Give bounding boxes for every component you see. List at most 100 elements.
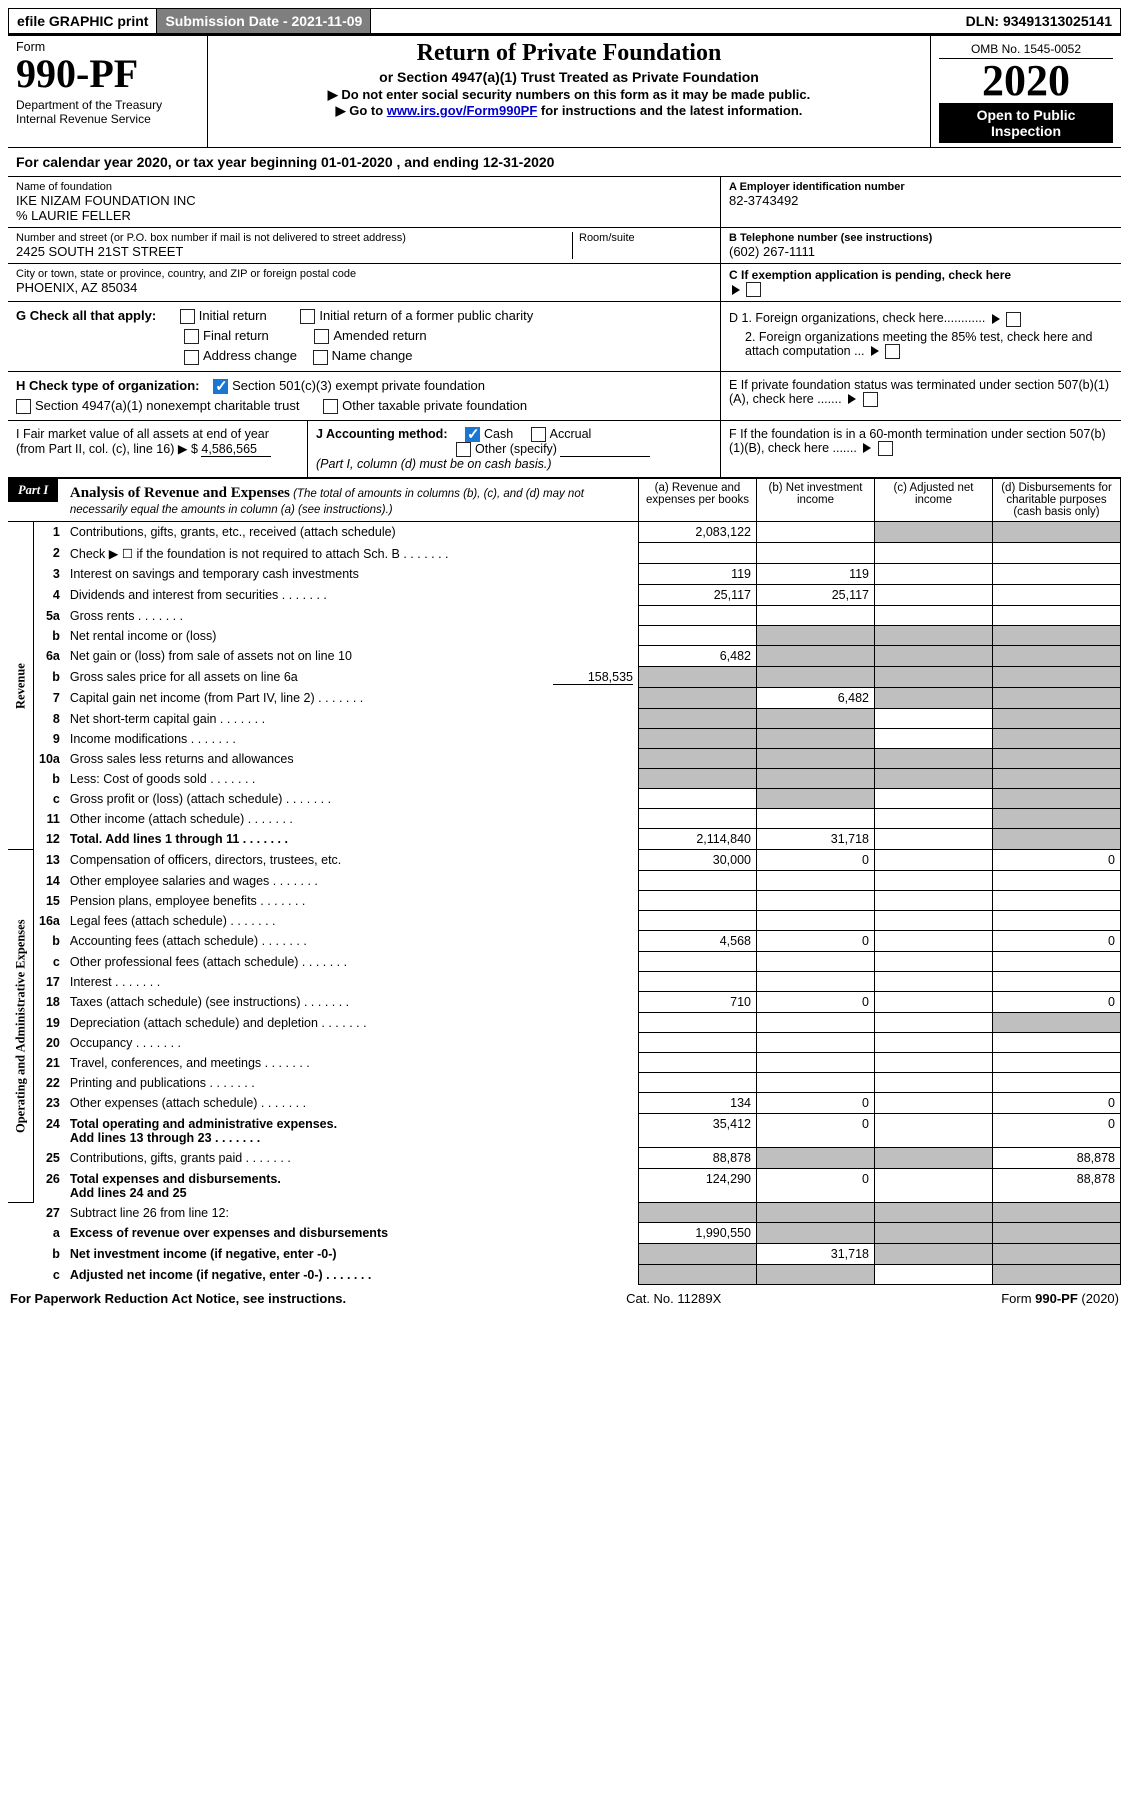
g-address: Address change [203, 348, 297, 363]
j-other: Other (specify) [475, 442, 557, 456]
side-label: Revenue [8, 522, 34, 850]
table-row: 5aGross rents . . . . . . . [8, 606, 1121, 626]
table-row: 11Other income (attach schedule) . . . .… [8, 809, 1121, 829]
d1-checkbox[interactable] [1006, 312, 1021, 327]
g-namechg: Name change [332, 348, 413, 363]
goto-post: for instructions and the latest informat… [537, 103, 802, 118]
ein-label: A Employer identification number [729, 181, 1113, 193]
j-cash: Cash [484, 427, 513, 441]
table-row: 6aNet gain or (loss) from sale of assets… [8, 646, 1121, 667]
foundation-name: IKE NIZAM FOUNDATION INC % LAURIE FELLER [16, 193, 712, 223]
table-row: 18Taxes (attach schedule) (see instructi… [8, 992, 1121, 1013]
warning-line: ▶ Do not enter social security numbers o… [216, 87, 922, 103]
j-accrual-cb[interactable] [531, 427, 546, 442]
table-row: 20Occupancy . . . . . . . [8, 1033, 1121, 1053]
g-block: G Check all that apply: Initial return I… [8, 302, 721, 370]
table-row: 19Depreciation (attach schedule) and dep… [8, 1013, 1121, 1033]
form-subtitle: or Section 4947(a)(1) Trust Treated as P… [216, 69, 922, 85]
room-label: Room/suite [579, 232, 712, 244]
table-row: 17Interest . . . . . . . [8, 972, 1121, 992]
address-block: Number and street (or P.O. box number if… [8, 228, 721, 263]
footer-form: 990-PF [1035, 1291, 1078, 1306]
arrow-icon [732, 285, 740, 295]
tel-block: B Telephone number (see instructions) (6… [721, 228, 1121, 263]
table-row: bNet investment income (if negative, ent… [8, 1244, 1121, 1265]
c-block: C If exemption application is pending, c… [721, 264, 1121, 301]
table-row: cGross profit or (loss) (attach schedule… [8, 789, 1121, 809]
i-value: 4,586,565 [201, 442, 271, 457]
header-center: Return of Private Foundation or Section … [208, 36, 931, 147]
h-block: H Check type of organization: Section 50… [8, 372, 721, 420]
g-final-cb[interactable] [184, 329, 199, 344]
h-other-cb[interactable] [323, 399, 338, 414]
table-row: 14Other employee salaries and wages . . … [8, 871, 1121, 891]
top-bar: efile GRAPHIC print Submission Date - 20… [8, 8, 1121, 34]
arrow-icon [871, 346, 879, 356]
j-other-cb[interactable] [456, 442, 471, 457]
footer-right: Form 990-PF (2020) [1001, 1291, 1119, 1306]
g-amended: Amended return [333, 328, 426, 343]
ein-block: A Employer identification number 82-3743… [721, 177, 1121, 227]
j-accrual: Accrual [550, 427, 592, 441]
table-row: Revenue1Contributions, gifts, grants, et… [8, 522, 1121, 543]
d2-text: 2. Foreign organizations meeting the 85%… [745, 330, 1092, 358]
table-row: 15Pension plans, employee benefits . . .… [8, 891, 1121, 911]
d-block: D 1. Foreign organizations, check here..… [721, 302, 1121, 370]
part1-table: Part I Analysis of Revenue and Expenses … [8, 478, 1121, 1285]
table-row: Operating and Administrative Expenses13C… [8, 850, 1121, 871]
city-label: City or town, state or province, country… [16, 268, 712, 280]
table-row: 2Check ▶ ☐ if the foundation is not requ… [8, 543, 1121, 564]
col-a-header: (a) Revenue and expenses per books [639, 479, 757, 522]
table-row: cAdjusted net income (if negative, enter… [8, 1265, 1121, 1285]
part1-title: Analysis of Revenue and Expenses [70, 485, 290, 501]
arrow-icon [848, 394, 856, 404]
table-row: cOther professional fees (attach schedul… [8, 952, 1121, 972]
table-row: aExcess of revenue over expenses and dis… [8, 1223, 1121, 1244]
h-501c3-cb[interactable] [213, 379, 228, 394]
col-b-header: (b) Net investment income [757, 479, 875, 522]
i-block: I Fair market value of all assets at end… [8, 421, 308, 477]
table-row: 16aLegal fees (attach schedule) . . . . … [8, 911, 1121, 931]
table-row: 27Subtract line 26 from line 12: [8, 1203, 1121, 1223]
tax-year: 2020 [939, 59, 1113, 103]
goto-pre: ▶ Go to [336, 103, 387, 118]
j-cash-cb[interactable] [465, 427, 480, 442]
form-number: 990-PF [16, 54, 199, 94]
g-label: G Check all that apply: [16, 308, 156, 323]
form-left: Form 990-PF Department of the Treasury I… [8, 36, 208, 147]
h-4947: Section 4947(a)(1) nonexempt charitable … [35, 398, 299, 413]
e-checkbox[interactable] [863, 392, 878, 407]
footer-mid: Cat. No. 11289X [626, 1291, 721, 1306]
dept-treasury: Department of the Treasury Internal Reve… [16, 98, 199, 126]
g-initial-former: Initial return of a former public charit… [319, 308, 533, 323]
name-block: Name of foundation IKE NIZAM FOUNDATION … [8, 177, 721, 227]
j-label: J Accounting method: [316, 427, 447, 441]
dln: DLN: 93491313025141 [958, 9, 1120, 33]
h-label: H Check type of organization: [16, 378, 199, 393]
g-initial-cb[interactable] [180, 309, 195, 324]
table-row: bLess: Cost of goods sold . . . . . . . [8, 769, 1121, 789]
d2-checkbox[interactable] [885, 344, 900, 359]
irs-link[interactable]: www.irs.gov/Form990PF [387, 103, 538, 118]
efile-label: efile GRAPHIC print [9, 9, 156, 33]
f-checkbox[interactable] [878, 441, 893, 456]
footer-left: For Paperwork Reduction Act Notice, see … [10, 1291, 346, 1306]
table-row: bGross sales price for all assets on lin… [8, 667, 1121, 688]
f-block: F If the foundation is in a 60-month ter… [721, 421, 1121, 477]
j-note: (Part I, column (d) must be on cash basi… [316, 457, 712, 471]
table-row: 26Total expenses and disbursements.Add l… [8, 1169, 1121, 1203]
g-initial-former-cb[interactable] [300, 309, 315, 324]
table-row: bAccounting fees (attach schedule) . . .… [8, 931, 1121, 952]
g-amended-cb[interactable] [314, 329, 329, 344]
table-row: 25Contributions, gifts, grants paid . . … [8, 1148, 1121, 1169]
h-4947-cb[interactable] [16, 399, 31, 414]
col-c-header: (c) Adjusted net income [875, 479, 993, 522]
table-row: 24Total operating and administrative exp… [8, 1114, 1121, 1148]
g-name-cb[interactable] [313, 350, 328, 365]
table-row: 3Interest on savings and temporary cash … [8, 564, 1121, 585]
f-text: F If the foundation is in a 60-month ter… [729, 427, 1106, 455]
table-row: 4Dividends and interest from securities … [8, 585, 1121, 606]
g-address-cb[interactable] [184, 350, 199, 365]
table-row: bNet rental income or (loss) [8, 626, 1121, 646]
c-checkbox[interactable] [746, 282, 761, 297]
